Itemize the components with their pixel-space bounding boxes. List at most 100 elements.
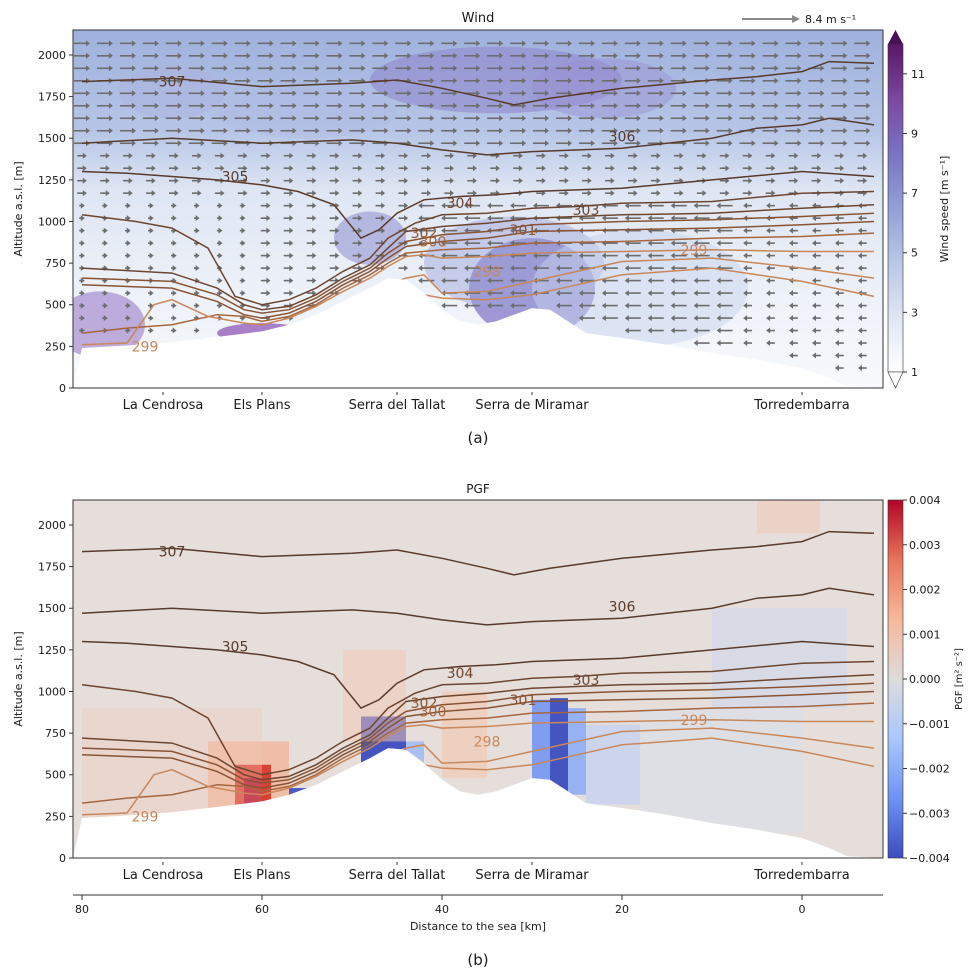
wind-vector [125, 227, 131, 234]
wind-vector [100, 177, 110, 184]
pgf-y-axis: 0 250 500 750 1000 1250 1500 1750 2000 [38, 519, 73, 865]
wind-vector [444, 177, 454, 184]
wind-vector [578, 252, 595, 259]
wind-vector [441, 65, 458, 72]
wind-vector [214, 152, 225, 159]
wind-vector [743, 240, 752, 247]
site-label: La Cendrosa [123, 398, 204, 413]
wind-vector [79, 252, 85, 259]
wind-vector [352, 202, 363, 209]
wind-vector [102, 290, 108, 297]
theta-contour-306 [81, 117, 875, 156]
wind-speed-patch [118, 64, 226, 119]
wind-vector [716, 52, 733, 59]
theta-contour-300 [81, 702, 875, 804]
wind-vector [533, 265, 549, 272]
wind-vector [372, 90, 389, 97]
theta-contour-305 [81, 640, 875, 710]
wind-vector [628, 152, 638, 159]
wind-vector [624, 77, 641, 84]
wind-vector [647, 240, 664, 247]
theta-contour-306 [81, 587, 875, 626]
wind-vector [188, 90, 205, 97]
wind-vector [283, 202, 294, 209]
wind-vector [216, 215, 223, 222]
wind-vector [487, 240, 504, 247]
wind-vector [788, 152, 799, 159]
wind-vector [280, 52, 297, 59]
wind-vector [834, 177, 845, 184]
wind-vector [418, 115, 435, 122]
colorbar-tick-label: 3 [911, 306, 918, 319]
wind-vector [578, 52, 595, 59]
wind-vector [766, 240, 775, 247]
wind-vector [239, 290, 246, 297]
wind-vector [260, 252, 271, 259]
wind-vector [533, 127, 549, 134]
wind-vector [467, 177, 477, 184]
wind-vector [326, 40, 343, 47]
wind-vector [119, 90, 136, 97]
pgf-cell [343, 649, 406, 742]
reference-vector: 8.4 m s⁻¹ [742, 13, 856, 26]
wind-vector [239, 265, 246, 272]
site-label: Serra del Tallat [349, 868, 446, 883]
panel-a-caption: (a) [468, 429, 489, 447]
contour-label: 300 [420, 704, 447, 720]
wind-vector [854, 127, 871, 134]
wind-vector [693, 315, 710, 322]
wind-vector [601, 115, 618, 122]
wind-vector [716, 140, 733, 147]
site-label: Serra de Miramar [475, 868, 589, 883]
contour-label: 303 [573, 203, 600, 219]
contour-label: 303 [573, 673, 600, 689]
terrain [73, 278, 883, 388]
wind-vector [670, 327, 687, 334]
wind-vector [303, 127, 320, 134]
contour-label: 307 [159, 545, 186, 561]
wind-vector [418, 65, 435, 72]
wind-vector [601, 40, 618, 47]
wind-vector [510, 140, 527, 147]
wind-vector [670, 115, 687, 122]
wind-vector [766, 302, 775, 309]
wind-vector [79, 277, 85, 284]
wind-vector [79, 302, 85, 309]
colorbar-tick-label: −0.002 [909, 763, 950, 776]
y-tick-label: 1250 [38, 174, 66, 187]
colorbar-tick-label: 0.002 [909, 584, 941, 597]
wind-vector [77, 190, 87, 197]
wind-vector [647, 327, 664, 334]
wind-vector [326, 102, 343, 109]
wind-vector [193, 227, 200, 234]
y-tick-label: 750 [45, 257, 66, 270]
wind-vector [171, 315, 177, 322]
wind-vector [555, 65, 572, 72]
wind-vector [811, 177, 822, 184]
wind-vector [716, 240, 733, 247]
wind-vector [578, 127, 595, 134]
wind-vector [812, 215, 821, 222]
wind-vector [123, 165, 133, 172]
wind-vector [444, 165, 454, 172]
wind-vector [464, 102, 481, 109]
wind-vector [464, 227, 481, 234]
wind-vector [857, 265, 867, 272]
wind-vector [693, 227, 710, 234]
colorbar-tick-label: 1 [911, 366, 918, 379]
colorbar-tick-label: 0.001 [909, 628, 941, 641]
x-tick-label: 60 [255, 903, 269, 916]
wind-vector [785, 77, 802, 84]
wind-vector [96, 52, 113, 59]
wind-vector [857, 252, 867, 259]
wind-vector [693, 115, 710, 122]
wind-vector [601, 65, 618, 72]
wind-vector [487, 127, 504, 134]
wind-vector [326, 77, 343, 84]
wind-vector [74, 115, 90, 122]
wind-vector [624, 52, 641, 59]
wind-vector [857, 327, 867, 334]
wind-vector [326, 140, 343, 147]
wind-vector [102, 302, 108, 309]
